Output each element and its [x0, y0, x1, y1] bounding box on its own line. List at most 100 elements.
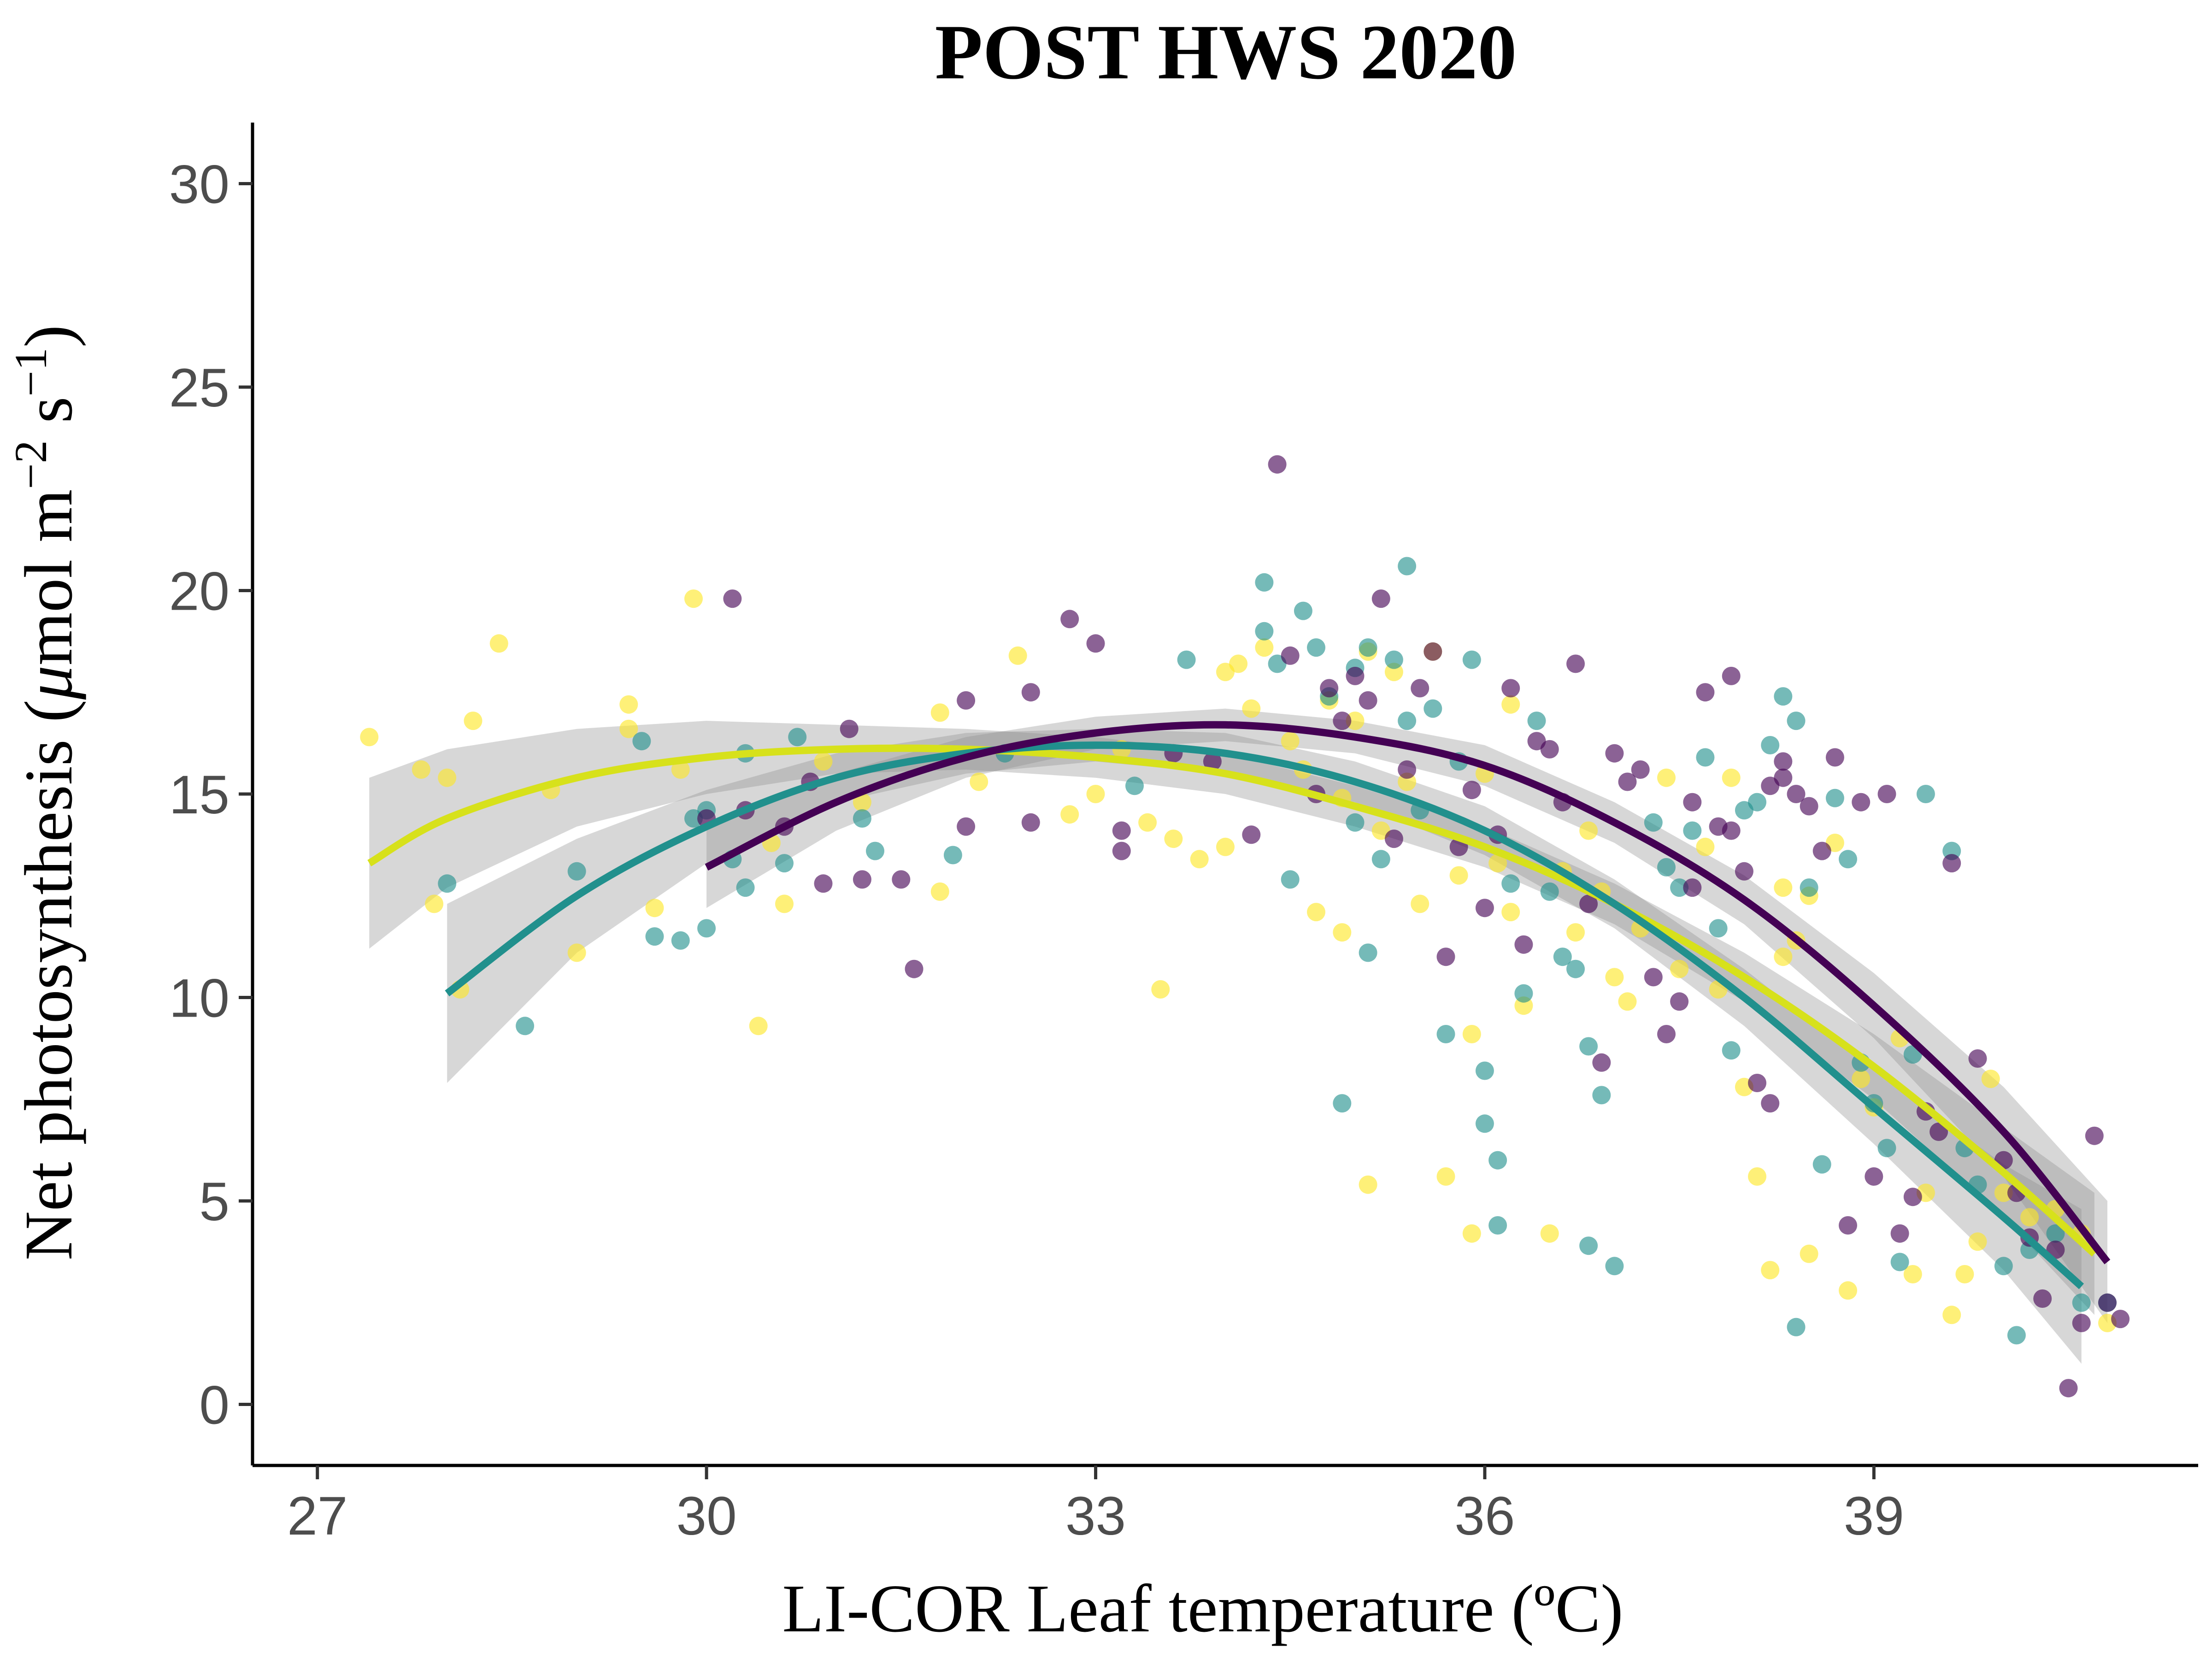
data-point: [1333, 1094, 1352, 1113]
x-tick-label: 36: [1454, 1486, 1515, 1547]
data-point: [1475, 1061, 1494, 1080]
data-point: [1683, 793, 1702, 812]
data-point: [930, 882, 949, 901]
data-point: [1501, 874, 1520, 893]
y-tick-label: 20: [169, 561, 229, 622]
data-point: [1865, 1167, 1883, 1186]
data-point: [1774, 752, 1793, 771]
y-axis-title-tail: ): [11, 325, 87, 347]
data-point: [840, 719, 859, 738]
data-point: [723, 589, 742, 608]
data-point: [1229, 654, 1248, 673]
data-point: [1540, 882, 1559, 901]
data-point: [1787, 1318, 1806, 1336]
data-point: [1255, 622, 1274, 641]
data-point: [1346, 712, 1365, 730]
data-point: [1151, 980, 1170, 999]
y-axis-ticks: 0 5 10 15 20 25 30: [169, 154, 253, 1436]
data-point: [1761, 1094, 1780, 1113]
fit-curves: [367, 721, 2111, 1289]
data-point: [1761, 1261, 1780, 1280]
data-point: [1112, 841, 1131, 860]
data-point: [1787, 712, 1806, 730]
data-point: [1696, 748, 1715, 767]
data-point: [1839, 1281, 1857, 1300]
data-point: [1281, 646, 1300, 665]
data-point: [1722, 1041, 1741, 1060]
data-point: [1670, 992, 1689, 1011]
data-point: [1748, 793, 1766, 812]
data-point: [1852, 793, 1871, 812]
data-point: [1930, 1122, 1948, 1141]
data-point: [1190, 850, 1209, 869]
data-point: [1968, 1232, 1987, 1251]
data-point: [1333, 712, 1352, 730]
data-point: [1709, 919, 1728, 938]
data-point: [1021, 683, 1040, 702]
data-point: [1060, 805, 1079, 824]
data-point: [1553, 947, 1572, 966]
data-point: [1540, 1224, 1559, 1243]
data-point: [1346, 666, 1365, 685]
data-point: [943, 846, 962, 865]
chart-title: POST HWS 2020: [935, 9, 1517, 95]
data-point: [1592, 1053, 1611, 1072]
data-point: [2098, 1293, 2117, 1312]
data-point: [2072, 1313, 2091, 1332]
x-tick-label: 30: [677, 1486, 737, 1547]
data-point: [671, 760, 690, 779]
data-point: [516, 1017, 535, 1035]
data-point: [1787, 785, 1806, 803]
data-point: [1398, 712, 1417, 730]
data-point: [1605, 744, 1624, 763]
data-point: [775, 894, 794, 913]
data-point: [1579, 894, 1598, 913]
data-point: [1566, 923, 1585, 942]
data-point: [1514, 984, 1533, 1003]
data-point: [684, 589, 703, 608]
data-point: [438, 874, 457, 893]
data-point: [2033, 1289, 2052, 1308]
data-point: [1955, 1265, 1974, 1283]
data-point: [2072, 1293, 2091, 1312]
data-point: [645, 927, 664, 946]
data-point: [866, 841, 884, 860]
data-point: [1346, 813, 1365, 832]
data-point: [853, 809, 871, 828]
data-point: [1994, 1257, 2013, 1276]
data-point: [1514, 935, 1533, 954]
data-point: [1916, 785, 1935, 803]
data-point: [905, 959, 924, 978]
data-point: [1618, 772, 1637, 791]
data-point: [2085, 1126, 2104, 1145]
data-point: [1877, 1139, 1896, 1158]
y-axis-title-unit: mol m: [11, 489, 87, 665]
data-point: [1359, 638, 1377, 657]
y-tick-label: 25: [169, 358, 229, 418]
data-point: [1398, 760, 1417, 779]
data-point: [1462, 1025, 1481, 1043]
data-point: [1670, 959, 1689, 978]
data-point: [1722, 821, 1741, 840]
data-point: [1060, 610, 1079, 629]
data-point: [1657, 858, 1676, 877]
data-point: [1112, 821, 1131, 840]
data-point: [412, 760, 430, 779]
data-point: [1800, 797, 1818, 816]
data-point: [1890, 1253, 1909, 1271]
data-point: [1722, 666, 1741, 685]
data-point: [1774, 687, 1793, 706]
data-point: [645, 899, 664, 918]
data-point: [567, 943, 586, 962]
data-point: [1800, 1244, 1818, 1263]
data-point: [1164, 830, 1183, 848]
data-point: [697, 919, 716, 938]
data-point: [1825, 788, 1844, 807]
data-point: [1436, 1025, 1455, 1043]
data-point: [1748, 1074, 1766, 1092]
data-point: [775, 854, 794, 873]
data-point: [1411, 894, 1430, 913]
data-point: [1384, 830, 1403, 848]
confidence-bands: [369, 708, 2107, 1364]
